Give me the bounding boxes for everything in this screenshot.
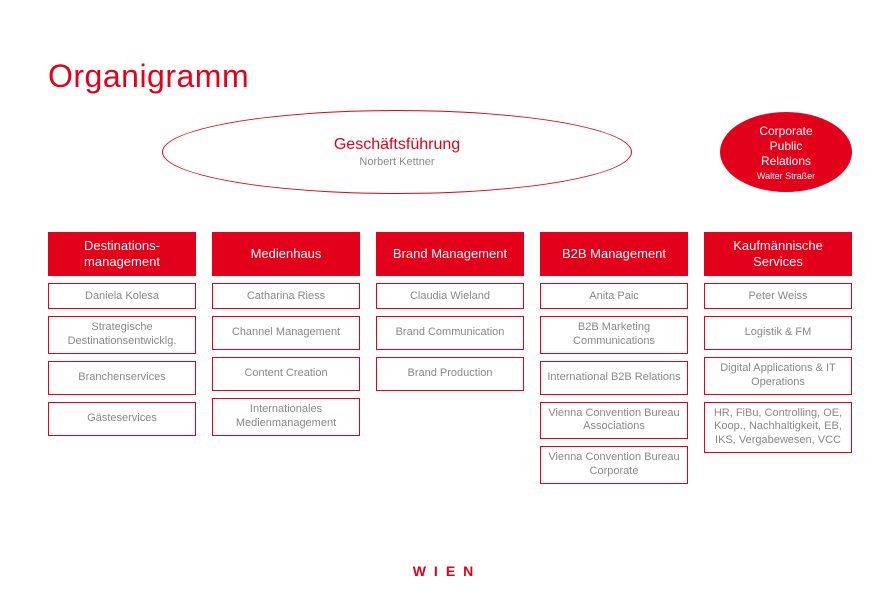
column-item: Branchenservices <box>48 361 196 395</box>
column-item: Channel Management <box>212 316 360 350</box>
footer-logo: WIEN <box>0 563 894 579</box>
column-item: International B2B Relations <box>540 361 688 395</box>
column-lead: Claudia Wieland <box>376 283 524 309</box>
column-item: HR, FiBu, Controlling, OE, Koop., Nachha… <box>704 402 852 453</box>
column-lead: Anita Paic <box>540 283 688 309</box>
org-column: Destinations-management Daniela Kolesa Str… <box>48 232 196 484</box>
column-item: Digital Applications & IT Operations <box>704 357 852 395</box>
column-item: Content Creation <box>212 357 360 391</box>
column-item: Strategische Destinationsentwicklg. <box>48 316 196 354</box>
org-column: Kaufmännische Services Peter Weiss Logisti… <box>704 232 852 484</box>
org-columns: Destinations-management Daniela Kolesa Str… <box>48 232 852 484</box>
org-column: Brand Management Claudia Wieland Brand Com… <box>376 232 524 484</box>
column-item: Brand Production <box>376 357 524 391</box>
column-lead: Daniela Kolesa <box>48 283 196 309</box>
cpr-name: Walter Straßer <box>757 171 815 181</box>
column-item: Internationales Medienmanagement <box>212 398 360 436</box>
cpr-title: Corporate Public Relations <box>759 124 812 169</box>
column-lead: Peter Weiss <box>704 283 852 309</box>
column-header: Medienhaus <box>212 232 360 276</box>
executive-title: Geschäftsführung <box>334 136 460 154</box>
column-item: Brand Communication <box>376 316 524 350</box>
column-header: Kaufmännische Services <box>704 232 852 276</box>
column-item: Vienna Convention Bureau Associations <box>540 402 688 440</box>
column-header: B2B Management <box>540 232 688 276</box>
column-header: Destinations-management <box>48 232 196 276</box>
column-item: Logistik & FM <box>704 316 852 350</box>
column-item: Vienna Convention Bureau Corporate <box>540 446 688 484</box>
org-column: B2B Management Anita Paic B2B Marketing Co… <box>540 232 688 484</box>
column-header: Brand Management <box>376 232 524 276</box>
column-lead: Catharina Riess <box>212 283 360 309</box>
page-title: Organigramm <box>48 58 249 95</box>
executive-name: Norbert Kettner <box>359 156 434 168</box>
top-row: Geschäftsführung Norbert Kettner Corpora… <box>0 110 894 205</box>
org-column: Medienhaus Catharina Riess Channel Managem… <box>212 232 360 484</box>
cpr-ellipse: Corporate Public Relations Walter Straße… <box>720 112 852 192</box>
column-item: Gästeservices <box>48 402 196 436</box>
executive-ellipse: Geschäftsführung Norbert Kettner <box>162 110 632 194</box>
column-item: B2B Marketing Communications <box>540 316 688 354</box>
